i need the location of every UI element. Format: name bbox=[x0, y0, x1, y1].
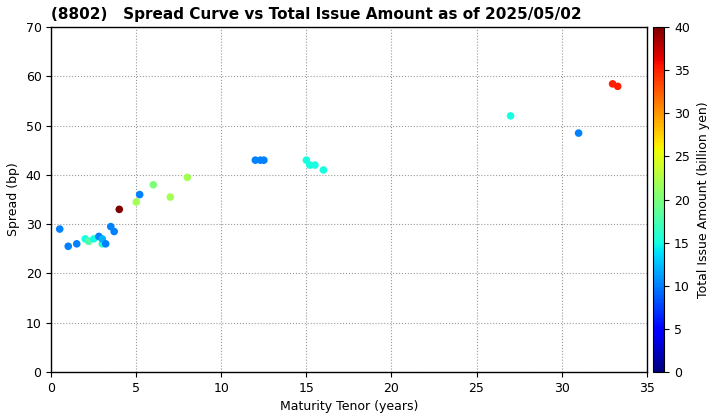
Point bbox=[134, 191, 145, 198]
Point bbox=[309, 162, 320, 168]
Point bbox=[88, 236, 99, 242]
Point bbox=[505, 113, 516, 119]
Point bbox=[318, 167, 329, 173]
Point bbox=[54, 226, 66, 232]
Point bbox=[114, 206, 125, 213]
Point bbox=[301, 157, 312, 163]
Point bbox=[304, 162, 315, 168]
Point bbox=[109, 228, 120, 235]
Point bbox=[255, 157, 266, 163]
Point bbox=[573, 130, 585, 136]
Point bbox=[105, 223, 117, 230]
Point bbox=[607, 81, 618, 87]
Point bbox=[181, 174, 193, 181]
Point bbox=[96, 236, 108, 242]
Point bbox=[93, 233, 104, 240]
Point bbox=[165, 194, 176, 200]
Point bbox=[612, 83, 624, 90]
Point bbox=[148, 181, 159, 188]
Point bbox=[100, 241, 112, 247]
Point bbox=[130, 199, 142, 205]
X-axis label: Maturity Tenor (years): Maturity Tenor (years) bbox=[280, 400, 418, 413]
Point bbox=[258, 157, 269, 163]
Text: (8802)   Spread Curve vs Total Issue Amount as of 2025/05/02: (8802) Spread Curve vs Total Issue Amoun… bbox=[51, 7, 582, 22]
Point bbox=[83, 238, 94, 245]
Point bbox=[71, 241, 83, 247]
Point bbox=[79, 236, 91, 242]
Point bbox=[63, 243, 74, 249]
Point bbox=[96, 241, 108, 247]
Y-axis label: Total Issue Amount (billion yen): Total Issue Amount (billion yen) bbox=[697, 101, 710, 298]
Point bbox=[250, 157, 261, 163]
Y-axis label: Spread (bp): Spread (bp) bbox=[7, 163, 20, 236]
